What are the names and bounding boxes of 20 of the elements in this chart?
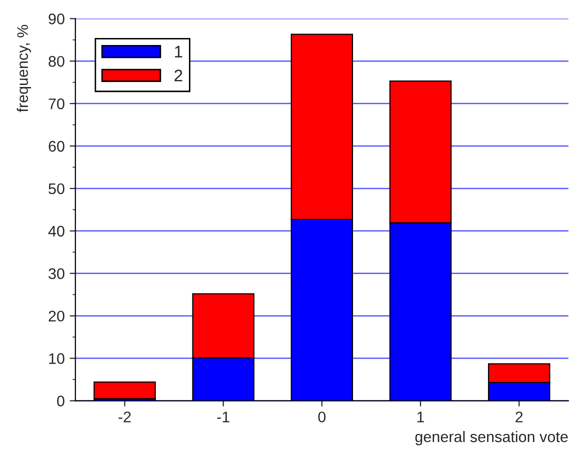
y-tick-label: 60 — [48, 140, 64, 152]
legend-label: 1 — [175, 46, 182, 58]
y-tick-label: 30 — [48, 268, 64, 280]
x-axis-title: general sensation vote — [415, 430, 568, 446]
x-tick-label: 2 — [516, 412, 523, 422]
y-tick-label: 70 — [48, 98, 64, 110]
y-tick-label: 80 — [48, 56, 64, 67]
legend-label: 2 — [174, 70, 182, 82]
x-tick-label: -2 — [118, 412, 131, 422]
y-tick-label: 40 — [48, 226, 64, 237]
bar — [94, 382, 156, 400]
y-tick-label: 50 — [48, 183, 64, 194]
y-axis-title: frequency, % — [16, 24, 32, 112]
x-tick-label: 1 — [417, 412, 424, 422]
y-tick-label: 20 — [48, 310, 64, 322]
y-tick-label: 90 — [48, 14, 64, 24]
y-tick-label: 0 — [57, 396, 64, 406]
x-tick-label: 0 — [318, 412, 326, 422]
y-tick-label: 10 — [49, 353, 64, 364]
x-tick-label: -1 — [217, 412, 230, 422]
